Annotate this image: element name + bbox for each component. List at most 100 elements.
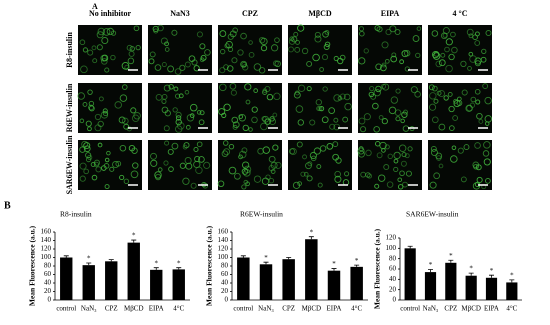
significance-mark: * <box>332 260 336 268</box>
y-tick-label: 160 <box>41 228 52 236</box>
x-tick-label: EIPA <box>484 305 499 313</box>
cell <box>106 150 111 156</box>
cell <box>404 66 410 72</box>
cell <box>88 104 94 111</box>
cell <box>175 93 181 99</box>
bar <box>105 261 118 300</box>
y-tick-label: 120 <box>386 234 397 242</box>
cell <box>372 102 379 110</box>
error-bar <box>263 261 269 265</box>
cell <box>193 160 201 169</box>
cell <box>319 67 325 72</box>
significance-mark: * <box>355 257 359 265</box>
cell <box>440 52 446 58</box>
cell <box>126 126 132 132</box>
error-bar <box>108 259 114 262</box>
cell <box>373 89 381 97</box>
cell <box>359 126 367 133</box>
cell <box>358 117 366 125</box>
cell <box>245 99 251 105</box>
cell <box>91 45 97 51</box>
cell <box>119 144 127 152</box>
y-axis-label: Mean Fluorescence (a.u.) <box>205 225 214 306</box>
cell <box>196 110 202 115</box>
cell <box>438 59 446 67</box>
cell <box>315 99 322 106</box>
cell <box>314 35 322 43</box>
cell <box>219 83 227 92</box>
cell <box>288 46 294 53</box>
cell <box>297 24 305 32</box>
cell <box>476 176 483 183</box>
cell <box>483 141 491 149</box>
cell <box>93 159 101 166</box>
cell <box>428 103 437 111</box>
cell <box>322 86 328 92</box>
cell <box>83 168 89 175</box>
cell <box>121 117 129 125</box>
cell <box>270 161 278 169</box>
error-bar <box>153 267 159 270</box>
cell <box>272 144 279 151</box>
cell <box>435 152 443 160</box>
chart-title: R6EW-insulin <box>240 210 283 219</box>
cell <box>80 65 88 74</box>
error-bar <box>468 272 474 276</box>
x-tick-label: NaN₃ <box>423 305 439 313</box>
significance-mark: * <box>155 259 159 267</box>
cell <box>368 91 375 98</box>
cell <box>104 67 110 73</box>
cell <box>321 54 329 61</box>
panel-label: B <box>4 200 11 211</box>
cell <box>98 96 104 102</box>
cell <box>301 47 309 55</box>
cell <box>260 122 268 131</box>
cell <box>172 107 178 113</box>
bar <box>60 257 73 300</box>
cell <box>221 150 229 157</box>
cell <box>219 48 226 55</box>
cell <box>231 116 239 124</box>
cell <box>436 155 442 161</box>
row-label: SAR6EW-insulin <box>65 135 74 194</box>
error-bar <box>86 262 92 266</box>
cell <box>436 90 442 96</box>
cell <box>87 49 94 56</box>
cell <box>221 112 227 118</box>
cell <box>319 145 327 152</box>
cell <box>199 43 206 50</box>
cell <box>431 50 440 59</box>
cell <box>171 142 179 150</box>
cell <box>404 153 410 159</box>
cell <box>121 84 128 90</box>
cell <box>433 98 439 104</box>
cell <box>161 98 167 104</box>
cell <box>297 84 306 92</box>
error-bar <box>240 255 246 258</box>
cell <box>154 64 162 71</box>
cell <box>416 26 422 31</box>
x-tick-label: MβCD <box>124 305 144 313</box>
cell <box>478 119 484 124</box>
y-tick-label: 140 <box>41 236 52 244</box>
cell <box>112 161 120 169</box>
cell <box>306 86 312 92</box>
significance-mark: * <box>132 232 136 240</box>
bar <box>172 269 185 300</box>
cell <box>119 94 128 102</box>
y-tick-label: 0 <box>225 296 229 304</box>
cell <box>119 174 125 181</box>
x-tick-label: EIPA <box>327 305 342 313</box>
significance-mark: * <box>429 261 433 269</box>
cell <box>397 177 403 183</box>
cell <box>244 83 252 91</box>
cell <box>482 83 489 90</box>
cell <box>337 96 343 101</box>
error-bar <box>286 257 292 260</box>
cell <box>385 29 392 36</box>
cell <box>448 53 455 61</box>
cell <box>231 57 238 64</box>
cell <box>457 147 464 154</box>
cell <box>445 64 453 73</box>
